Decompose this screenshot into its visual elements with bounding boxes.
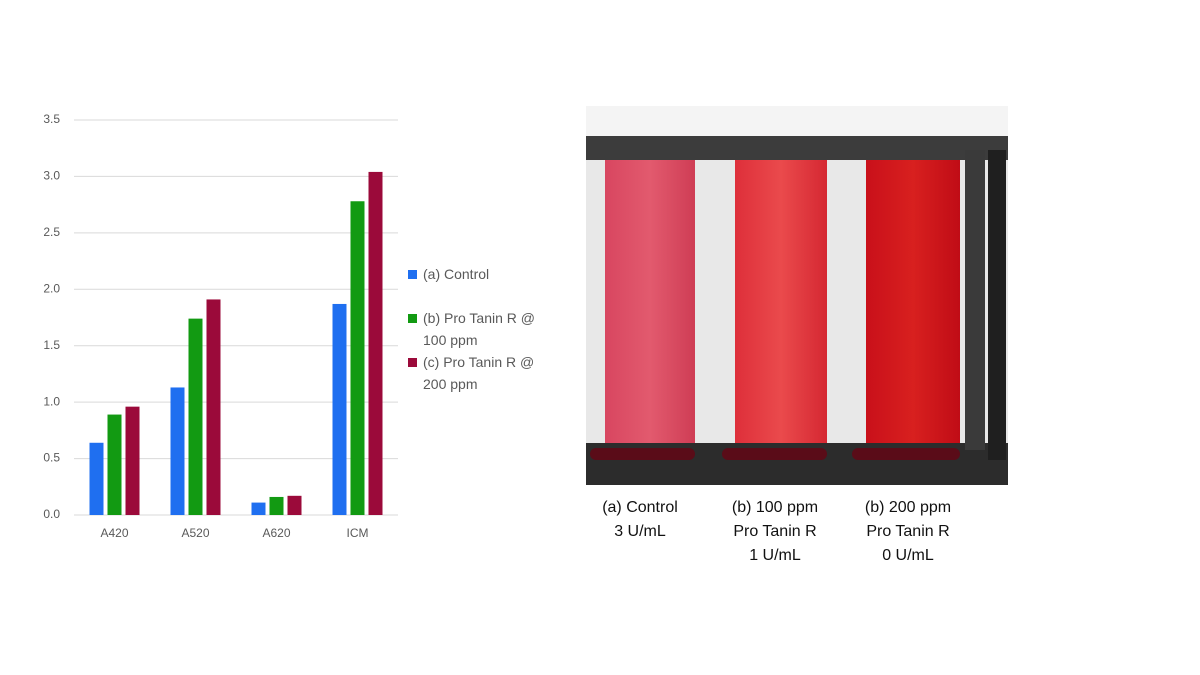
- legend-item: (b) Pro Tanin R @ 100 ppm: [408, 307, 558, 351]
- y-tick-label: 3.5: [43, 112, 60, 126]
- x-tick-label: A420: [100, 526, 128, 540]
- bar: [107, 414, 122, 515]
- photo: [586, 106, 1008, 485]
- bar: [287, 495, 302, 515]
- rack-post: [965, 150, 985, 450]
- bar: [125, 406, 140, 515]
- tube: [605, 150, 695, 455]
- photo-caption: (b) 100 ppm: [732, 499, 818, 516]
- bar: [251, 502, 266, 515]
- x-tick-label: A620: [262, 526, 290, 540]
- legend-swatch: [408, 314, 417, 323]
- x-tick-label: A520: [181, 526, 209, 540]
- photo-caption: 3 U/mL: [614, 523, 666, 540]
- bar: [170, 387, 185, 515]
- legend-swatch: [408, 358, 417, 367]
- y-tick-label: 1.5: [43, 338, 60, 352]
- legend-item: (c) Pro Tanin R @ 200 ppm: [408, 351, 558, 395]
- y-tick-label: 0.0: [43, 507, 60, 521]
- photo-caption: 1 U/mL: [749, 547, 801, 564]
- tube-foot: [852, 448, 960, 460]
- y-tick-label: 1.0: [43, 394, 60, 408]
- legend-label: (c) Pro Tanin R @ 200 ppm: [423, 354, 535, 392]
- bar: [206, 299, 221, 515]
- bar: [89, 442, 104, 515]
- x-tick-label: ICM: [347, 526, 369, 540]
- bar: [269, 496, 284, 515]
- y-tick-label: 2.0: [43, 281, 60, 295]
- legend: (a) Control (b) Pro Tanin R @ 100 ppm (c) …: [408, 263, 558, 395]
- photo-caption: (b) 200 ppm: [865, 499, 951, 516]
- y-tick-label: 2.5: [43, 225, 60, 239]
- tube-foot: [722, 448, 827, 460]
- photo-caption: 0 U/mL: [882, 547, 934, 564]
- photo-caption: Pro Tanin R: [866, 523, 949, 540]
- photo-caption: Pro Tanin R: [733, 523, 816, 540]
- bar: [188, 318, 203, 515]
- tube-foot: [590, 448, 695, 460]
- photo-caption: (a) Control: [602, 499, 678, 516]
- rack-bar: [586, 136, 1008, 160]
- bar: [350, 201, 365, 515]
- bar: [332, 303, 347, 515]
- y-tick-label: 3.0: [43, 169, 60, 183]
- tube: [866, 150, 960, 455]
- legend-swatch: [408, 270, 417, 279]
- bar: [368, 171, 383, 515]
- y-tick-label: 0.5: [43, 451, 60, 465]
- tube: [735, 150, 827, 455]
- legend-item: (a) Control: [408, 263, 558, 285]
- rack-post: [988, 150, 1006, 460]
- legend-label: (b) Pro Tanin R @ 100 ppm: [423, 310, 535, 348]
- photo-top: [586, 106, 1008, 136]
- legend-label: (a) Control: [423, 266, 490, 282]
